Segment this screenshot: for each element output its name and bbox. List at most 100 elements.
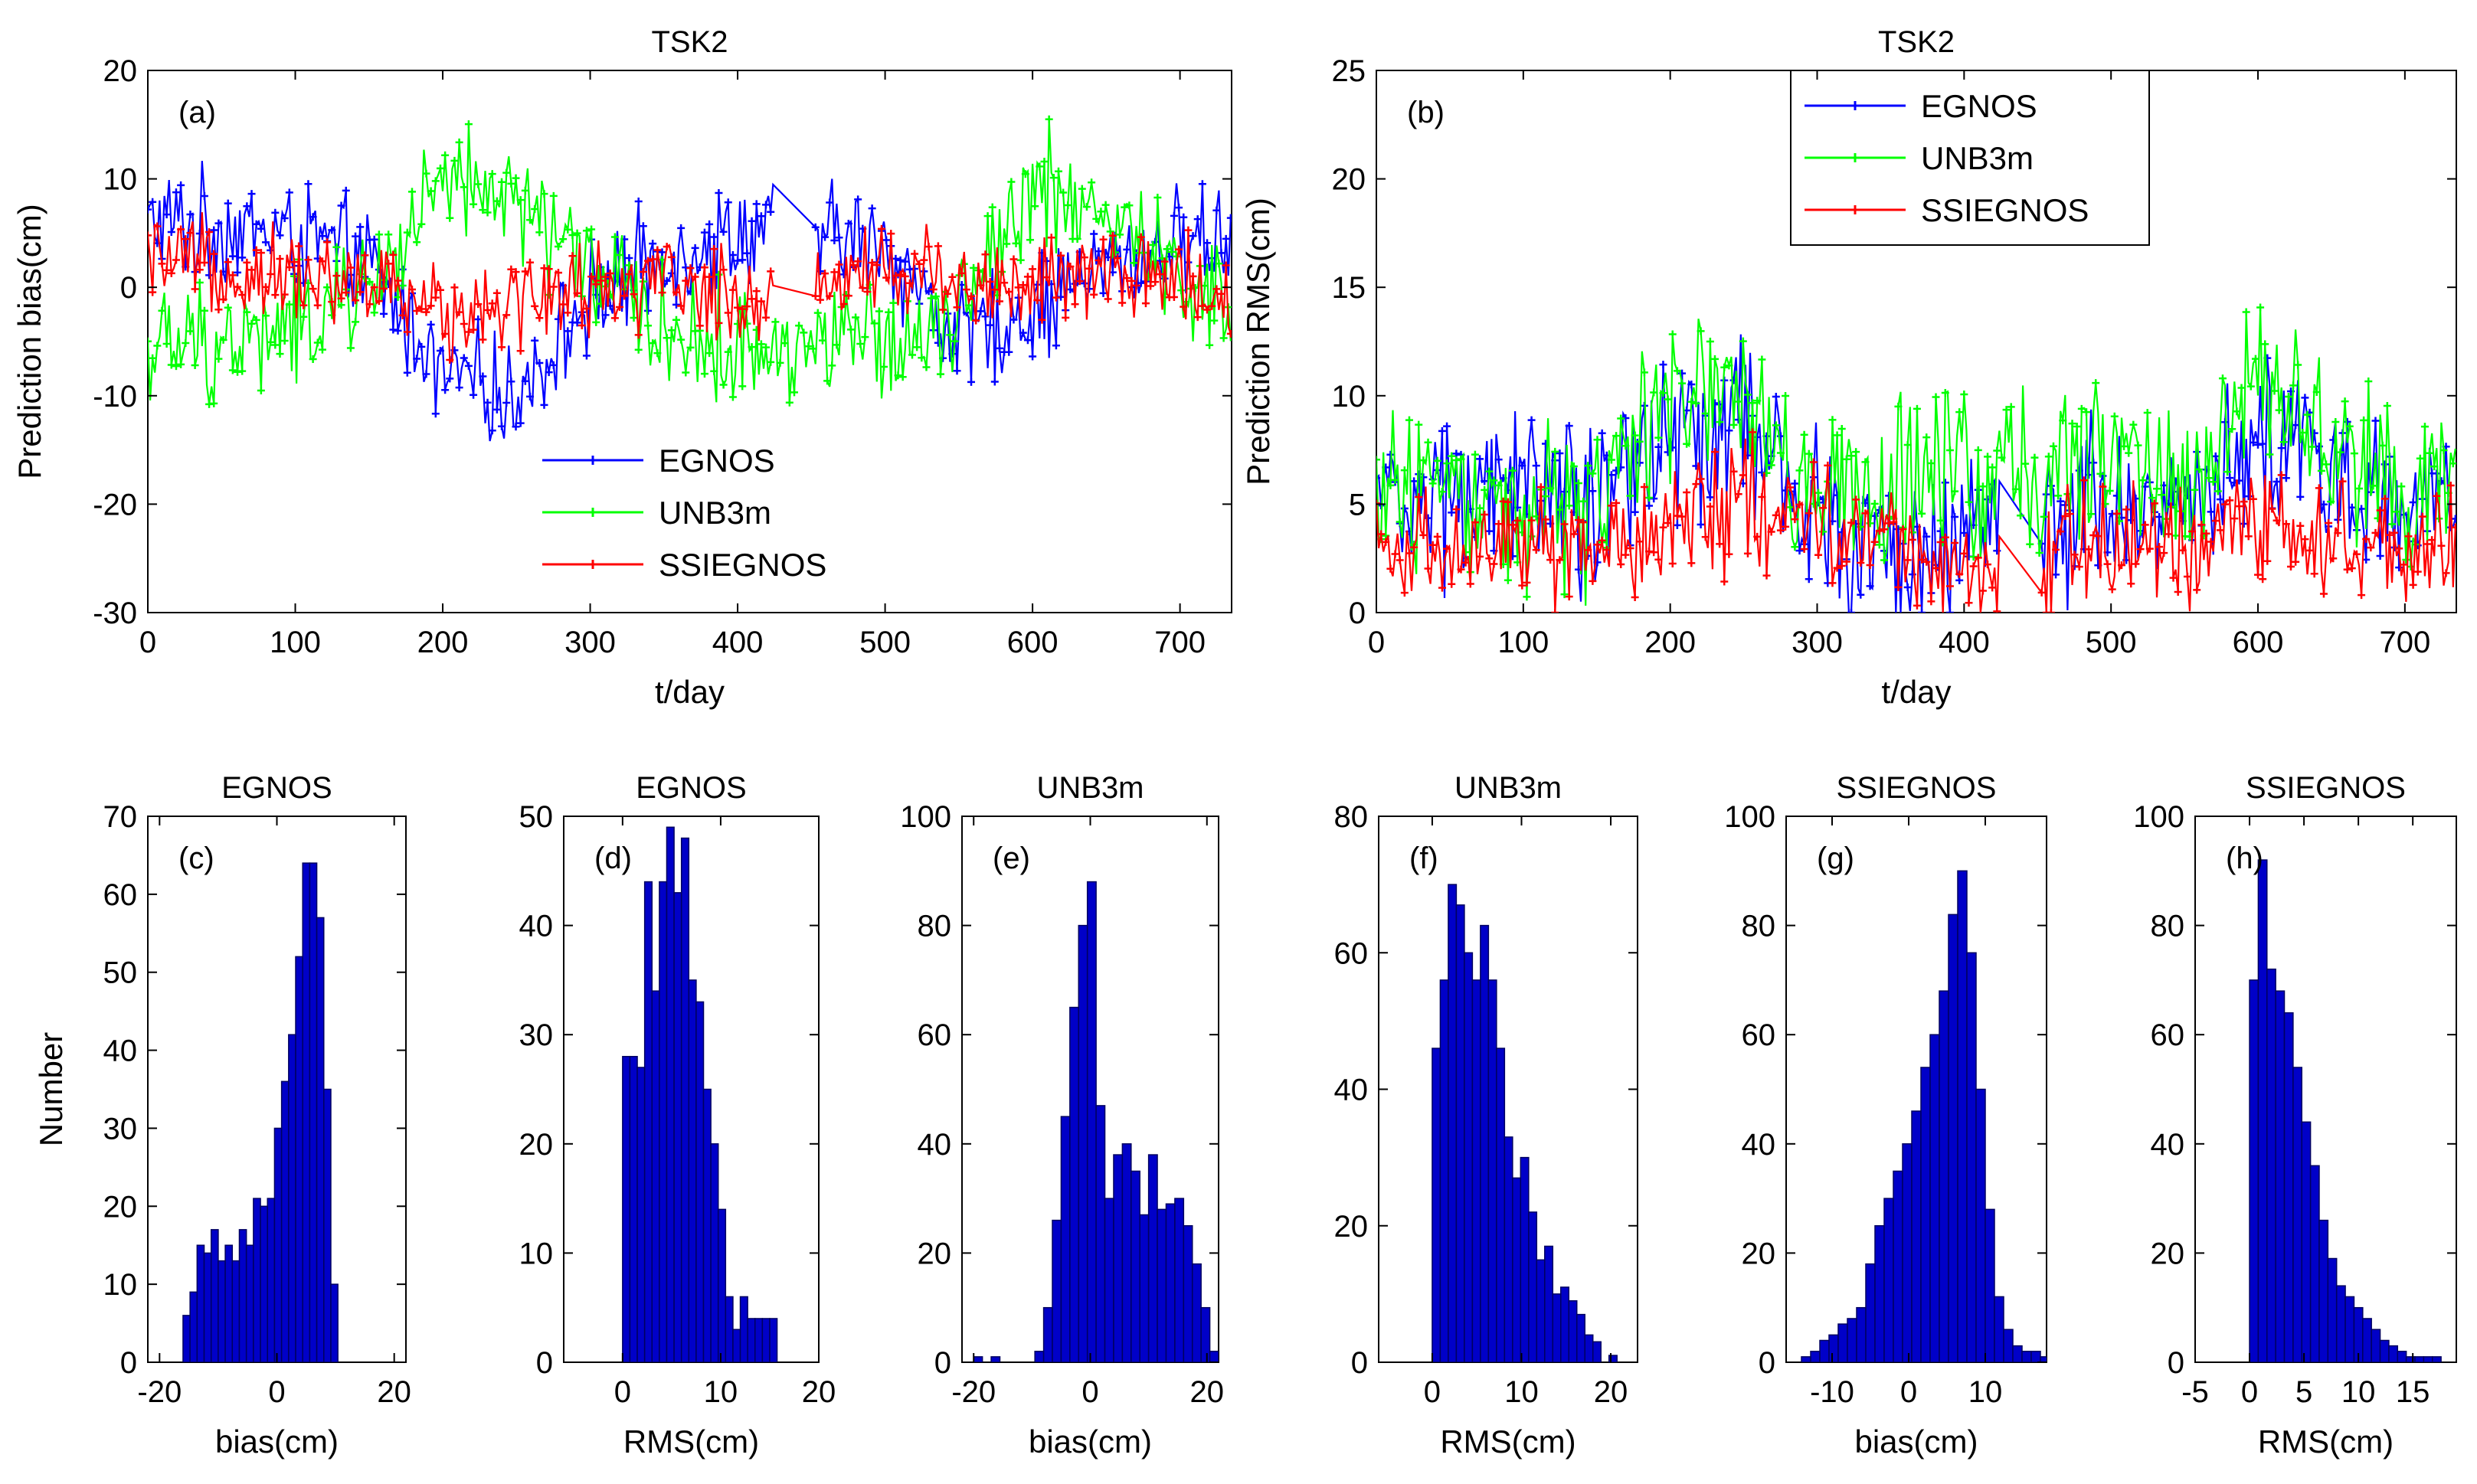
- ytick-label-c-7: 70: [103, 800, 138, 834]
- marker-a-ssiegnos: [948, 273, 957, 281]
- legend-label-a-2: SSIEGNOS: [659, 547, 826, 583]
- bar-d-13: [717, 1208, 727, 1362]
- ytick-label-h-0: 0: [2168, 1346, 2184, 1380]
- marker-a-ssiegnos: [304, 256, 312, 264]
- marker-a-unb3m: [243, 308, 251, 316]
- marker-a-ssiegnos: [252, 246, 260, 254]
- marker-a-unb3m: [257, 387, 265, 395]
- marker-b-unb3m: [2275, 406, 2283, 414]
- marker-b-ssiegnos: [2066, 510, 2074, 518]
- chart-title-h: SSIEGNOS: [2246, 771, 2406, 805]
- marker-b-unb3m: [2327, 498, 2335, 506]
- marker-b-ssiegnos: [1809, 458, 1818, 466]
- marker-b-egnos: [2052, 570, 2060, 579]
- marker-a-unb3m: [804, 342, 813, 351]
- marker-a-egnos: [200, 191, 208, 200]
- bar-g-25: [2030, 1350, 2041, 1362]
- marker-a-ssiegnos: [1071, 300, 1079, 309]
- xlabel-h: RMS(cm): [2258, 1424, 2394, 1459]
- marker-b-egnos: [2240, 520, 2248, 528]
- marker-a-ssiegnos: [346, 263, 355, 272]
- marker-a-ssiegnos: [592, 280, 600, 289]
- marker-a-unb3m: [323, 283, 332, 292]
- marker-b-ssiegnos: [1598, 536, 1606, 544]
- marker-b-unb3m: [1654, 433, 1663, 442]
- marker-b-ssiegnos: [1428, 541, 1437, 549]
- marker-b-unb3m: [1913, 404, 1921, 413]
- marker-b-egnos: [1527, 416, 1536, 424]
- marker-b-ssiegnos: [1870, 538, 1879, 546]
- marker-b-egnos: [1857, 590, 1865, 599]
- marker-b-unb3m: [1782, 391, 1790, 400]
- marker-b-unb3m: [2153, 485, 2161, 493]
- marker-b-unb3m: [1852, 448, 1860, 456]
- marker-b-egnos: [2221, 418, 2230, 427]
- marker-b-unb3m: [1631, 431, 1639, 440]
- ytick-label-g-2: 40: [1742, 1128, 1776, 1162]
- marker-b-unb3m: [1965, 498, 1973, 506]
- bar-f-19: [1584, 1334, 1594, 1362]
- marker-b-ssiegnos: [2070, 551, 2079, 559]
- panel-d: 0 10 20 0 10 20 30 40 50 EGNOS (d) RMS(cm): [519, 771, 836, 1459]
- marker-a-egnos: [1226, 214, 1232, 222]
- bars-g: [1801, 870, 2047, 1362]
- bar-g-7: [1865, 1263, 1876, 1362]
- ytick-label-e-4: 80: [918, 910, 952, 943]
- marker-b-unb3m: [1753, 397, 1762, 405]
- marker-b-ssiegnos: [2042, 609, 2050, 613]
- marker-a-unb3m: [1215, 260, 1223, 268]
- marker-a-unb3m: [856, 340, 865, 348]
- marker-b-unb3m: [1678, 379, 1687, 387]
- marker-b-ssiegnos: [1913, 601, 1921, 610]
- marker-a-egnos: [531, 336, 539, 345]
- marker-a-ssiegnos: [1080, 253, 1088, 262]
- marker-a-egnos: [658, 248, 666, 257]
- marker-a-unb3m: [1153, 194, 1162, 202]
- bar-c-15: [288, 1034, 296, 1362]
- marker-b-egnos: [1772, 393, 1780, 401]
- ytick-label-c-2: 20: [103, 1190, 138, 1224]
- marker-a-ssiegnos: [295, 242, 303, 250]
- marker-b-egnos: [2057, 497, 2065, 505]
- marker-a-unb3m: [582, 227, 591, 235]
- marker-a-egnos: [990, 378, 999, 386]
- marker-b-unb3m: [1607, 456, 1615, 464]
- xtick-label-a-6: 600: [1007, 626, 1059, 659]
- marker-a-unb3m: [276, 350, 284, 358]
- marker-a-unb3m: [1064, 201, 1072, 210]
- marker-a-unb3m: [488, 170, 496, 178]
- bar-g-2: [1819, 1339, 1830, 1362]
- bar-d-17: [747, 1318, 756, 1362]
- bar-d-2: [636, 1067, 646, 1362]
- bar-c-11: [260, 1205, 268, 1362]
- marker-a-ssiegnos: [470, 325, 478, 334]
- marker-b-ssiegnos: [1542, 515, 1549, 524]
- ytick-label-g-3: 60: [1742, 1018, 1776, 1052]
- marker-a-egnos: [844, 219, 852, 227]
- marker-a-egnos: [1052, 342, 1060, 350]
- marker-b-ssiegnos: [1556, 556, 1564, 564]
- marker-b-unb3m: [2026, 540, 2034, 548]
- marker-a-egnos: [436, 347, 444, 355]
- marker-a-unb3m: [1206, 341, 1214, 349]
- marker-b-unb3m: [2393, 508, 2401, 516]
- marker-b-ssiegnos: [2061, 512, 2070, 520]
- marker-b-ssiegnos: [1710, 448, 1719, 456]
- marker-a-ssiegnos: [234, 283, 242, 291]
- marker-b-egnos: [1753, 433, 1762, 441]
- marker-a-egnos: [710, 233, 718, 241]
- marker-a-egnos: [502, 399, 511, 407]
- marker-a-unb3m: [422, 169, 430, 178]
- plot-area-e: [973, 881, 1219, 1362]
- marker-b-egnos: [1706, 493, 1714, 502]
- marker-b-egnos: [1476, 455, 1484, 463]
- marker-b-unb3m: [2233, 407, 2241, 416]
- legend-marker-b-0: [1850, 101, 1860, 110]
- marker-a-egnos: [224, 199, 232, 208]
- marker-a-unb3m: [852, 313, 860, 322]
- marker-b-ssiegnos: [2442, 569, 2450, 577]
- marker-a-egnos: [318, 232, 326, 240]
- marker-a-ssiegnos: [1099, 235, 1108, 244]
- marker-b-unb3m: [1481, 485, 1489, 494]
